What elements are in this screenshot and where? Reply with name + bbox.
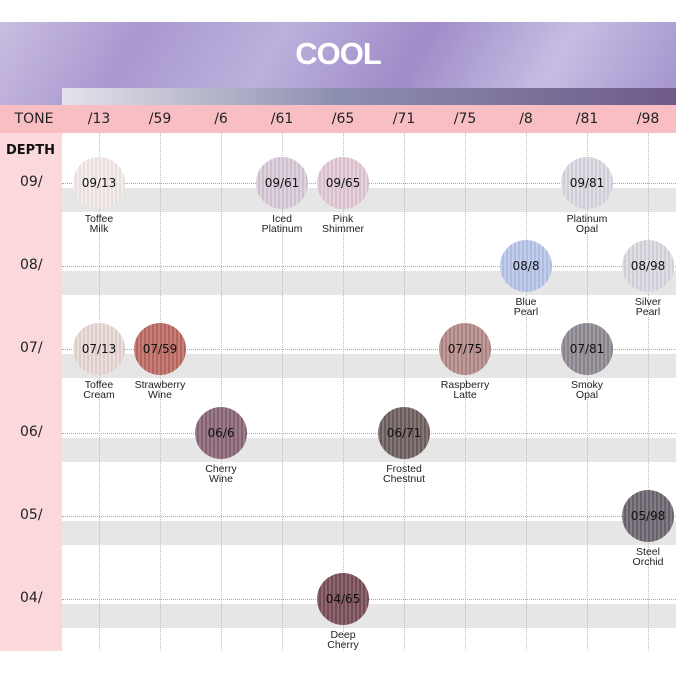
color-swatch[interactable]: 09/61: [256, 157, 308, 209]
row-gridline: [62, 266, 676, 268]
swatch-name-line: Opal: [575, 389, 599, 402]
color-swatch[interactable]: 07/59: [134, 323, 186, 376]
swatch-name-line: Opal: [575, 223, 599, 235]
tone-label: /13: [87, 111, 111, 127]
swatch-name-line: Deep: [330, 629, 356, 641]
tone-label: /59: [148, 111, 172, 127]
depth-header-label: DEPTH: [6, 143, 55, 158]
swatch-name-line: Cream: [83, 389, 115, 402]
color-swatch[interactable]: 08/8: [500, 240, 552, 293]
row-gridline: [62, 432, 676, 434]
column-gridline: [282, 133, 283, 650]
color-swatch[interactable]: 07/81: [561, 323, 613, 376]
swatch-name-line: Toffee: [84, 213, 114, 225]
color-swatch[interactable]: 07/75: [439, 323, 491, 376]
depth-label: 09/: [20, 174, 43, 190]
depth-label: 04/: [20, 590, 43, 606]
swatch-name-line: Iced: [272, 213, 292, 225]
swatch-name: Platinum Opal: [566, 213, 608, 235]
swatch-name-line: Pearl: [635, 306, 661, 319]
swatch-name-line: Blue: [515, 296, 537, 309]
swatch-name-line: Latte: [453, 389, 477, 402]
column-gridline: [404, 133, 405, 650]
swatch-name: Blue Pearl: [513, 296, 539, 319]
swatch-name: Steel Orchid: [632, 545, 664, 568]
depth-label: 08/: [20, 257, 43, 274]
tone-header-row: TONE/13/59/6/61/65/71/75/8/81/98: [0, 105, 676, 133]
swatch-name-line: Pink: [332, 213, 354, 225]
depth-label: 06/: [20, 423, 43, 440]
swatch-name: Raspberry Latte: [440, 379, 490, 402]
row-band: [62, 437, 676, 462]
tone-label: /8: [519, 111, 533, 127]
depth-label: 05/: [20, 506, 43, 523]
row-gridline: [62, 183, 676, 184]
tone-header-label: TONE: [14, 111, 54, 127]
tone-label: /98: [636, 111, 660, 127]
column-gridline: [587, 133, 588, 650]
column-gridline: [526, 133, 527, 650]
swatch-name-line: Platinum: [261, 223, 303, 235]
column-gridline: [648, 133, 649, 650]
swatch-name-line: Steel: [636, 545, 660, 558]
column-gridline: [221, 133, 222, 650]
color-swatch[interactable]: 09/65: [317, 157, 369, 209]
color-swatch[interactable]: 09/81: [561, 157, 613, 209]
tone-label: /81: [575, 111, 599, 127]
swatch-name: Deep Cherry: [327, 629, 359, 651]
swatch-name-line: Smoky: [570, 379, 604, 392]
swatch-name-line: Frosted: [386, 462, 422, 475]
row-gridline: [62, 599, 676, 600]
swatch-name-line: Wine: [148, 389, 172, 402]
swatch-name: Strawberry Wine: [134, 379, 186, 402]
swatch-name-line: Chestnut: [382, 472, 426, 485]
swatch-name: Toffee Cream: [83, 379, 115, 402]
color-swatch[interactable]: 09/13: [73, 157, 125, 209]
row-gridline: [62, 349, 676, 351]
swatch-name: Pink Shimmer: [321, 213, 365, 235]
tone-label: /71: [392, 111, 416, 127]
color-swatch[interactable]: 06/71: [378, 406, 430, 459]
swatch-name-line: Cherry: [327, 639, 359, 651]
color-swatch[interactable]: 08/98: [622, 240, 674, 293]
depth-column: [0, 133, 62, 651]
color-swatch[interactable]: 06/6: [195, 406, 247, 459]
color-swatch[interactable]: 04/65: [317, 573, 369, 625]
swatch-name-line: Toffee: [84, 379, 114, 392]
column-gridline: [99, 133, 100, 650]
row-gridline: [62, 515, 676, 517]
swatch-name-line: Silver: [634, 296, 662, 309]
swatch-name-line: Wine: [209, 472, 233, 485]
chart-title: COOL: [295, 36, 382, 71]
tone-gradient-bar: [62, 88, 676, 105]
swatch-name-line: Pearl: [513, 306, 539, 319]
swatch-name-line: Cherry: [205, 462, 237, 475]
color-swatch[interactable]: 05/98: [622, 489, 674, 542]
swatch-name: Iced Platinum: [261, 213, 303, 235]
swatch-name: Toffee Milk: [84, 213, 114, 235]
swatch-name: Smoky Opal: [570, 379, 604, 402]
tone-label: /75: [453, 111, 477, 127]
swatch-name-line: Raspberry: [440, 379, 490, 392]
tone-label: /65: [331, 111, 355, 127]
swatch-name-line: Shimmer: [321, 223, 365, 235]
color-swatch[interactable]: 07/13: [73, 323, 125, 376]
swatch-name: Frosted Chestnut: [382, 462, 426, 485]
swatch-name: Cherry Wine: [205, 462, 237, 485]
row-band: [62, 604, 676, 628]
tone-label: /6: [214, 111, 228, 127]
swatch-name-line: Strawberry: [134, 379, 186, 392]
column-gridline: [160, 133, 161, 650]
swatch-name-line: Milk: [89, 223, 109, 235]
swatch-name-line: Orchid: [632, 555, 664, 568]
column-gridline: [343, 133, 344, 650]
depth-label: 07/: [20, 340, 43, 357]
column-gridline: [465, 133, 466, 650]
swatch-name: Silver Pearl: [634, 296, 662, 319]
tone-label: /61: [270, 111, 294, 127]
swatch-name-line: Platinum: [566, 213, 608, 225]
row-band: [62, 271, 676, 296]
row-band: [62, 520, 676, 545]
